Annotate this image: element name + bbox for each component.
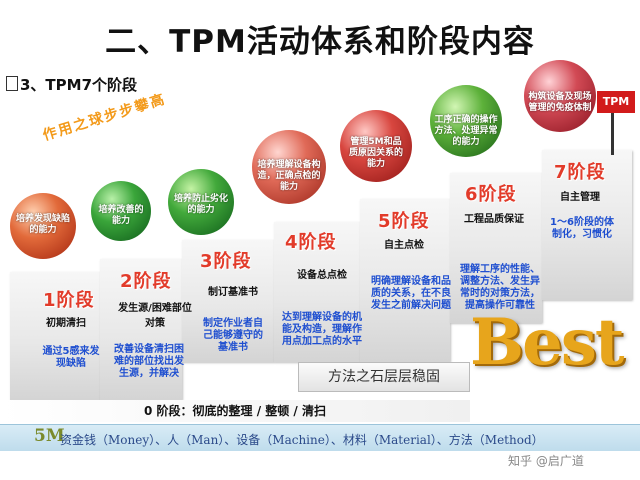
stage-4-label: 设备总点检 — [297, 270, 347, 281]
stage-6-label: 工程品质保证 — [464, 214, 524, 225]
stage-2-label: 发生源/困难部位对策 — [118, 303, 192, 329]
stage-7-desc: 1～6阶段的体制化，习惯化 — [550, 217, 614, 240]
stage-6-number: 6阶段 — [465, 184, 517, 205]
best-logo: Best — [470, 305, 624, 380]
ability-ball-3-text: 培养防止劣化的能力 — [173, 194, 228, 215]
stage-7-label: 自主管理 — [560, 192, 600, 203]
stage-5-label: 自主点检 — [384, 240, 424, 251]
watermark: 知乎 @启广道 — [508, 454, 584, 468]
stage-5-number: 5阶段 — [378, 211, 430, 232]
ability-ball-2-text: 培养改善的能力 — [98, 205, 144, 226]
step-2 — [100, 259, 182, 400]
step-5 — [360, 199, 450, 362]
subtitle-text: 3、TPM7个阶段 — [20, 76, 138, 94]
page-title: 二、TPM活动体系和阶段内容 — [105, 24, 535, 60]
step-6 — [450, 173, 542, 323]
stage-3-desc: 制定作业者自己能够遵守的基准书 — [203, 318, 263, 353]
stage-2-desc: 改善设备清扫困难的部位找出发生源，并解决 — [114, 344, 184, 379]
ability-ball-5 — [340, 110, 412, 182]
slogan: 作用之球步步攀高 — [41, 91, 169, 145]
ability-ball-6-text: 工序正确的操作方法、处理异常的能力 — [434, 115, 498, 147]
stage-3-number: 3阶段 — [200, 251, 252, 272]
five-m-bar — [0, 424, 640, 451]
cornerstone-label: 方法之石层层稳固 — [298, 362, 470, 392]
five-m-label: 5M — [34, 426, 65, 446]
stage-1-number: 1阶段 — [43, 290, 95, 311]
step-1 — [10, 272, 100, 400]
ability-ball-7-text: 构筑设备及现场管理的免疫体制 — [528, 92, 592, 113]
stage-4-number: 4阶段 — [285, 232, 337, 253]
stage-1-label: 初期清扫 — [46, 318, 86, 329]
stage-5-desc: 明确理解设备和品质的关系，在不良发生之前解决问题 — [371, 276, 451, 311]
checkbox-glyph-icon — [6, 76, 18, 91]
ability-ball-1-text: 培养发现缺陷的能力 — [15, 214, 70, 235]
section-subtitle: 3、TPM7个阶段 — [6, 74, 137, 95]
ability-ball-4 — [252, 130, 326, 204]
ability-ball-6 — [430, 85, 502, 157]
stage-3-label: 制订基准书 — [208, 287, 258, 298]
step-4 — [274, 222, 360, 362]
ability-ball-1 — [10, 193, 76, 259]
ability-ball-4-text: 培养理解设备构造，正确点检的能力 — [257, 160, 321, 192]
stage-2-number: 2阶段 — [120, 271, 172, 292]
tpm-flag: TPM — [597, 91, 635, 113]
stage-6-desc: 理解工序的性能、调整方法、发生异常时的对策方法，提高操作可靠性 — [460, 264, 540, 311]
stage-4-desc: 达到理解设备的机能及构造，理解作用点加工点的水平 — [282, 312, 362, 347]
step-7 — [542, 150, 632, 300]
stage-zero-band: 0 阶段：彻底的整理 / 整顿 / 清扫 — [0, 400, 470, 422]
stage-1-desc: 通过5感来发现缺陷 — [42, 346, 100, 369]
ability-ball-3 — [168, 169, 234, 235]
flag-pole — [611, 103, 614, 155]
ability-ball-5-text: 管理5M和品质原因关系的能力 — [348, 137, 403, 169]
ability-ball-2 — [91, 181, 151, 241]
step-3 — [182, 240, 274, 362]
ability-ball-7 — [524, 60, 596, 132]
stage-7-number: 7阶段 — [554, 162, 606, 183]
five-m-text: 资金钱（Money）、人（Man）、设备（Machine）、材料（Materia… — [60, 433, 544, 447]
